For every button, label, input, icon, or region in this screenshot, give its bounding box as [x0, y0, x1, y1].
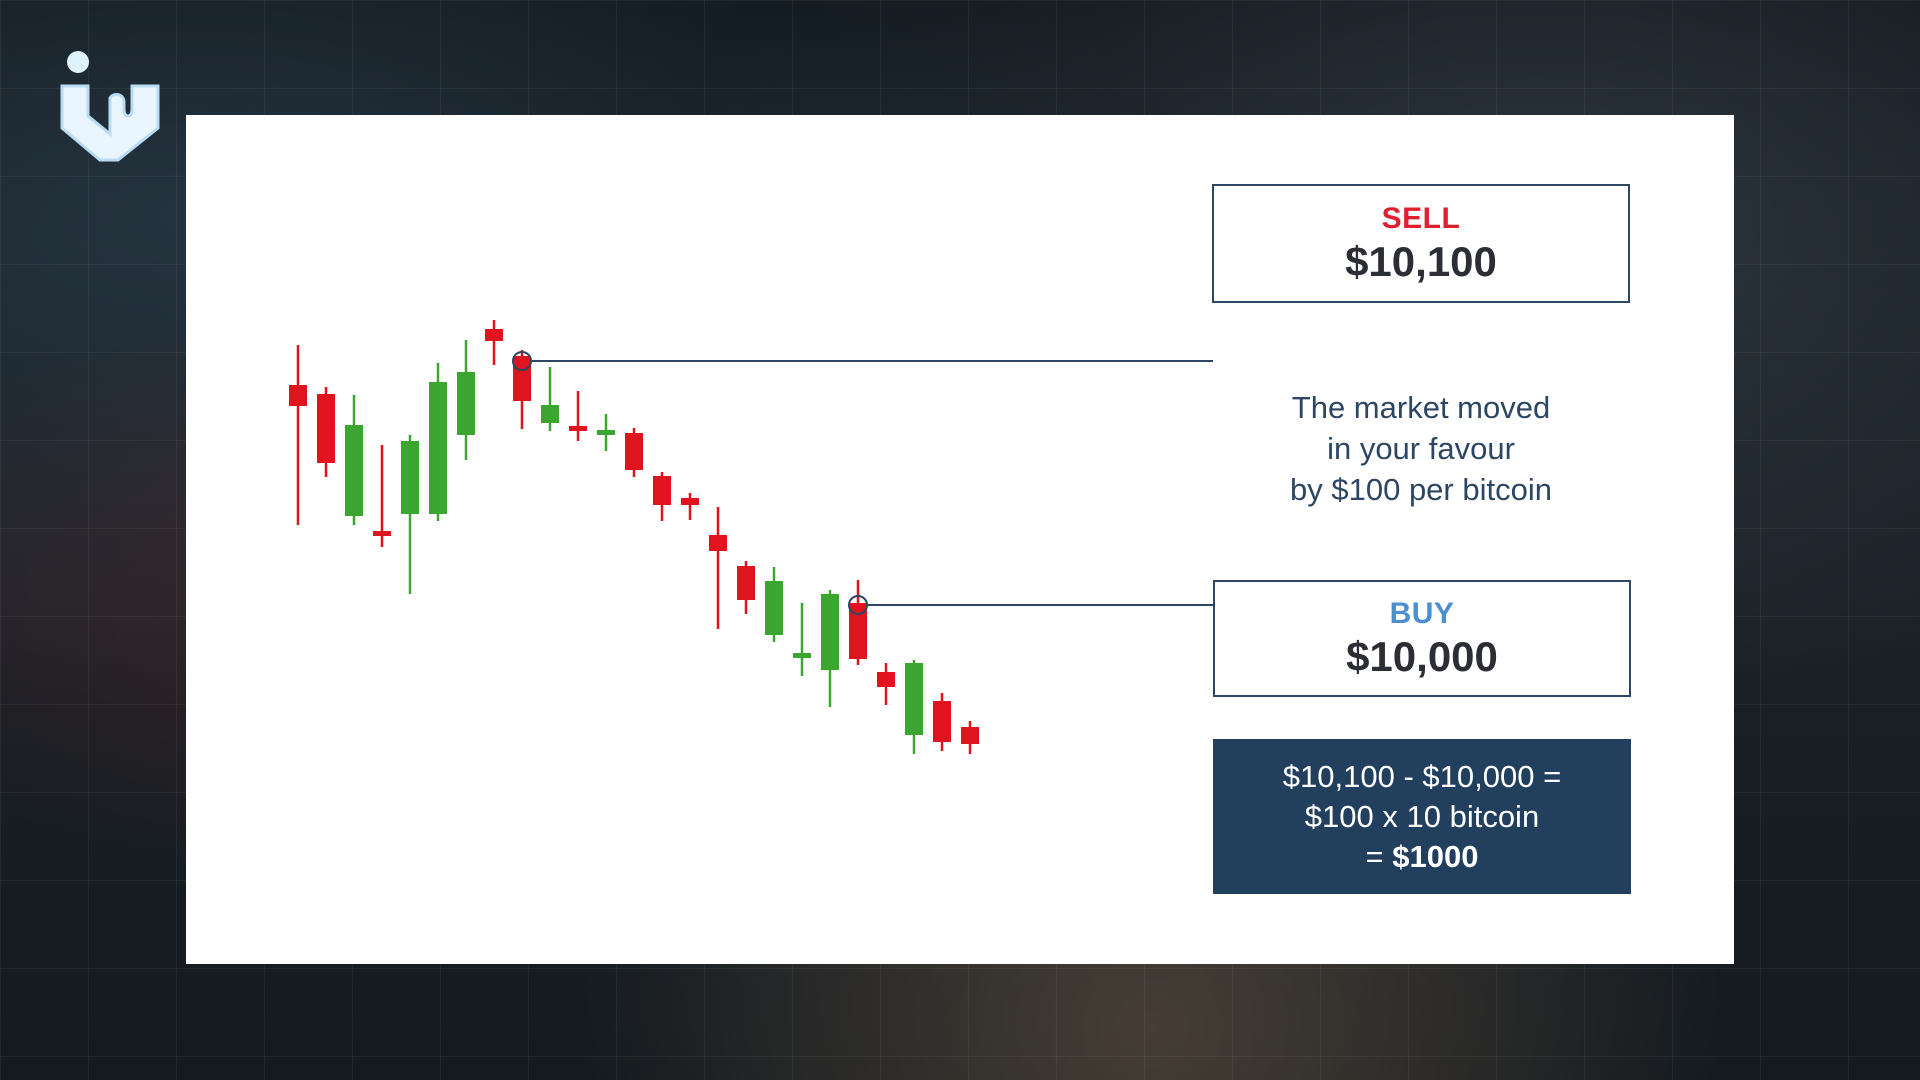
candle-bullish: [429, 382, 447, 514]
calc-line-3-prefix: =: [1365, 839, 1393, 874]
candle-bearish: [737, 566, 755, 600]
candle-bullish: [457, 372, 475, 435]
candle-bearish: [849, 603, 867, 659]
brand-logo-icon: [58, 48, 168, 172]
candle-bearish: [709, 535, 727, 551]
buy-marker-circle: [848, 595, 868, 615]
candle-bullish: [905, 663, 923, 735]
candle-bullish: [345, 425, 363, 516]
sell-marker-circle: [512, 351, 532, 371]
candle-bullish: [597, 430, 615, 435]
candle-bearish: [485, 329, 503, 341]
calc-line-3: = $1000: [1213, 837, 1631, 877]
calc-result: $1000: [1392, 839, 1479, 874]
candle-bullish: [793, 653, 811, 658]
candle-bearish: [961, 727, 979, 744]
candle-bearish: [513, 356, 531, 401]
sell-label: SELL: [1381, 202, 1461, 235]
buy-price: $10,000: [1346, 633, 1498, 680]
market-message: The market moved in your favour by $100 …: [1212, 387, 1630, 510]
message-line-2: in your favour: [1327, 431, 1515, 466]
candle-bearish: [625, 433, 643, 470]
buy-label: BUY: [1389, 597, 1455, 630]
candles-group: [289, 320, 979, 754]
candle-bearish: [653, 476, 671, 505]
connector-lines: [522, 360, 1214, 606]
candle-bearish: [289, 385, 307, 406]
calculation-box: $10,100 - $10,000 = $100 x 10 bitcoin = …: [1213, 739, 1631, 894]
candle-bearish: [569, 426, 587, 431]
candle-bearish: [681, 498, 699, 505]
candle-bearish: [877, 672, 895, 687]
message-line-1: The market moved: [1291, 390, 1551, 425]
candle-bullish: [541, 405, 559, 423]
candle-bullish: [821, 594, 839, 670]
candle-bullish: [401, 441, 419, 514]
calc-line-2: $100 x 10 bitcoin: [1304, 799, 1540, 834]
candle-bullish: [765, 581, 783, 635]
chart-card: SELL $10,100 The market moved in your fa…: [186, 115, 1734, 964]
candle-bearish: [933, 701, 951, 742]
candle-bearish: [317, 394, 335, 463]
message-line-3: by $100 per bitcoin: [1290, 472, 1552, 507]
trade-markers: [512, 351, 868, 615]
buy-box: BUY $10,000: [1213, 580, 1631, 697]
sell-box: SELL $10,100: [1212, 184, 1630, 303]
calc-line-1: $10,100 - $10,000 =: [1282, 759, 1562, 794]
candle-bearish: [373, 531, 391, 536]
candlestick-chart: [289, 320, 1214, 754]
sell-price: $10,100: [1345, 238, 1497, 285]
